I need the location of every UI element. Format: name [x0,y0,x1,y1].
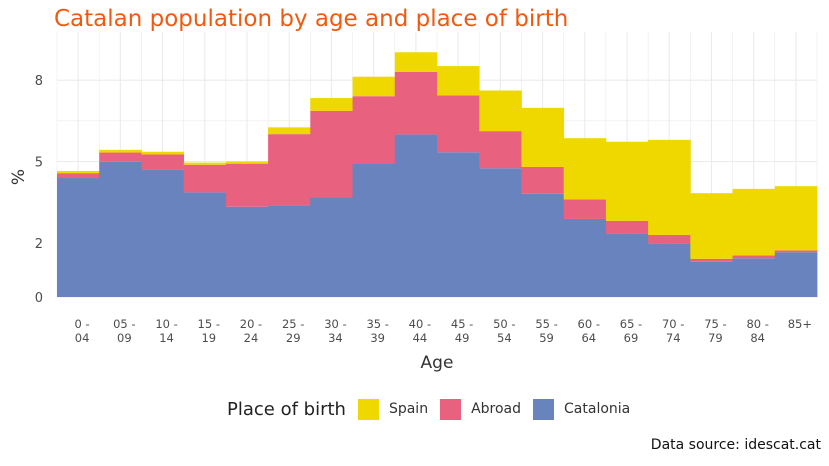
bar-catalonia-17 [774,252,818,297]
x-tick-label: 35 -39 [366,317,388,345]
legend-title: Place of birth [227,398,346,420]
x-tick-label: 30 -34 [324,317,346,345]
x-tick-label: 25 -29 [282,317,304,345]
x-tick-label: 80 -84 [746,317,768,345]
legend-swatch-spain [357,398,379,420]
axes: 0 2 5 8 0 -04 05 -09 10 -14 15 -19 20 -24 25 -29 3… [9,74,812,373]
bar-spain-15 [690,193,733,259]
bar-spain-0 [57,170,100,174]
legend-label-catalonia: Catalonia [564,401,631,417]
bar-abroad-8 [394,71,438,135]
x-tick-label: 05 -09 [113,317,135,345]
legend-swatch-catalonia [533,398,555,420]
bar-spain-6 [310,98,353,111]
y-tick-label: 8 [35,74,43,89]
x-tick-label: 20 -24 [240,317,262,345]
bar-spain-16 [732,188,776,256]
bar-abroad-10 [479,131,522,169]
x-tick-label: 50 -54 [493,317,515,345]
x-tick-label: 75 -79 [704,317,726,345]
bar-abroad-1 [99,152,142,162]
bar-catalonia-4 [225,206,269,297]
bar-catalonia-5 [268,205,311,297]
bar-catalonia-2 [141,169,185,297]
bar-spain-5 [268,127,311,135]
bar-abroad-9 [437,95,480,153]
bar-spain-17 [774,186,818,251]
y-tick-label: 5 [35,156,43,171]
x-tick-label: 45 -49 [451,317,473,345]
bar-catalonia-8 [394,134,438,297]
x-tick-label: 85+ [788,317,812,331]
bar-spain-14 [648,139,691,235]
bar-spain-8 [394,52,438,72]
bar-spain-4 [225,161,269,164]
bar-spain-3 [183,162,227,165]
legend-swatch-abroad [440,398,462,420]
x-tick-label: 40 -44 [409,317,431,345]
x-tick-label: 10 -14 [155,317,177,345]
bar-abroad-13 [605,220,649,234]
x-tick-label: 0 -04 [75,317,90,345]
legend: Place of birth Spain Abroad Catalonia [227,397,642,421]
bar-abroad-4 [225,163,269,207]
stacked-bar-chart: 0 2 5 8 0 -04 05 -09 10 -14 15 -19 20 -24 25 -29 3… [9,32,818,373]
bar-catalonia-7 [352,163,396,297]
data-source-caption: Data source: idescat.cat [650,437,821,453]
bar-abroad-14 [648,234,691,244]
legend-label-abroad: Abroad [471,401,522,417]
bar-catalonia-15 [690,261,733,297]
bar-abroad-3 [183,164,227,193]
bar-abroad-15 [690,258,733,262]
x-tick-label: 70 -74 [662,317,684,345]
x-tick-label: 65 -69 [620,317,642,345]
legend-label-spain: Spain [388,401,429,417]
bar-catalonia-12 [563,218,607,297]
bar-abroad-7 [352,96,396,164]
y-axis-label: % [9,169,29,185]
x-tick-label: 55 -59 [535,317,557,345]
bar-spain-1 [99,149,142,153]
bar-abroad-5 [268,134,311,206]
bar-catalonia-6 [310,197,353,297]
bar-catalonia-11 [521,193,565,297]
chart-title: Catalan population by age and place of b… [54,6,569,32]
legend-item-catalonia: Catalonia [533,398,631,420]
bar-abroad-17 [774,250,818,253]
bar-spain-2 [141,151,185,155]
bar-spain-7 [352,76,396,97]
bar-abroad-6 [310,110,353,198]
bar-abroad-0 [57,173,100,179]
bar-abroad-2 [141,154,185,170]
bar-abroad-16 [732,255,776,259]
bar-abroad-11 [521,166,565,194]
y-tick-label: 0 [35,291,43,306]
bar-catalonia-1 [99,161,142,297]
bar-spain-13 [605,141,649,221]
bar-catalonia-10 [479,168,522,297]
bar-catalonia-14 [648,243,691,297]
bars [57,52,818,297]
bar-spain-11 [521,107,565,167]
bar-spain-10 [479,90,522,132]
bar-catalonia-16 [732,258,776,297]
bar-abroad-12 [563,199,607,219]
x-tick-label: 60 -64 [578,317,600,345]
x-tick-label: 15 -19 [198,317,220,345]
legend-item-abroad: Abroad [440,398,522,420]
x-axis-label: Age [421,353,454,373]
bar-catalonia-9 [437,152,480,297]
bar-spain-12 [563,138,607,200]
bar-catalonia-13 [605,233,649,297]
bar-spain-9 [437,66,480,96]
y-tick-label: 2 [35,237,43,252]
legend-item-spain: Spain [357,398,429,420]
bar-catalonia-3 [183,192,227,297]
bar-catalonia-0 [57,178,100,297]
